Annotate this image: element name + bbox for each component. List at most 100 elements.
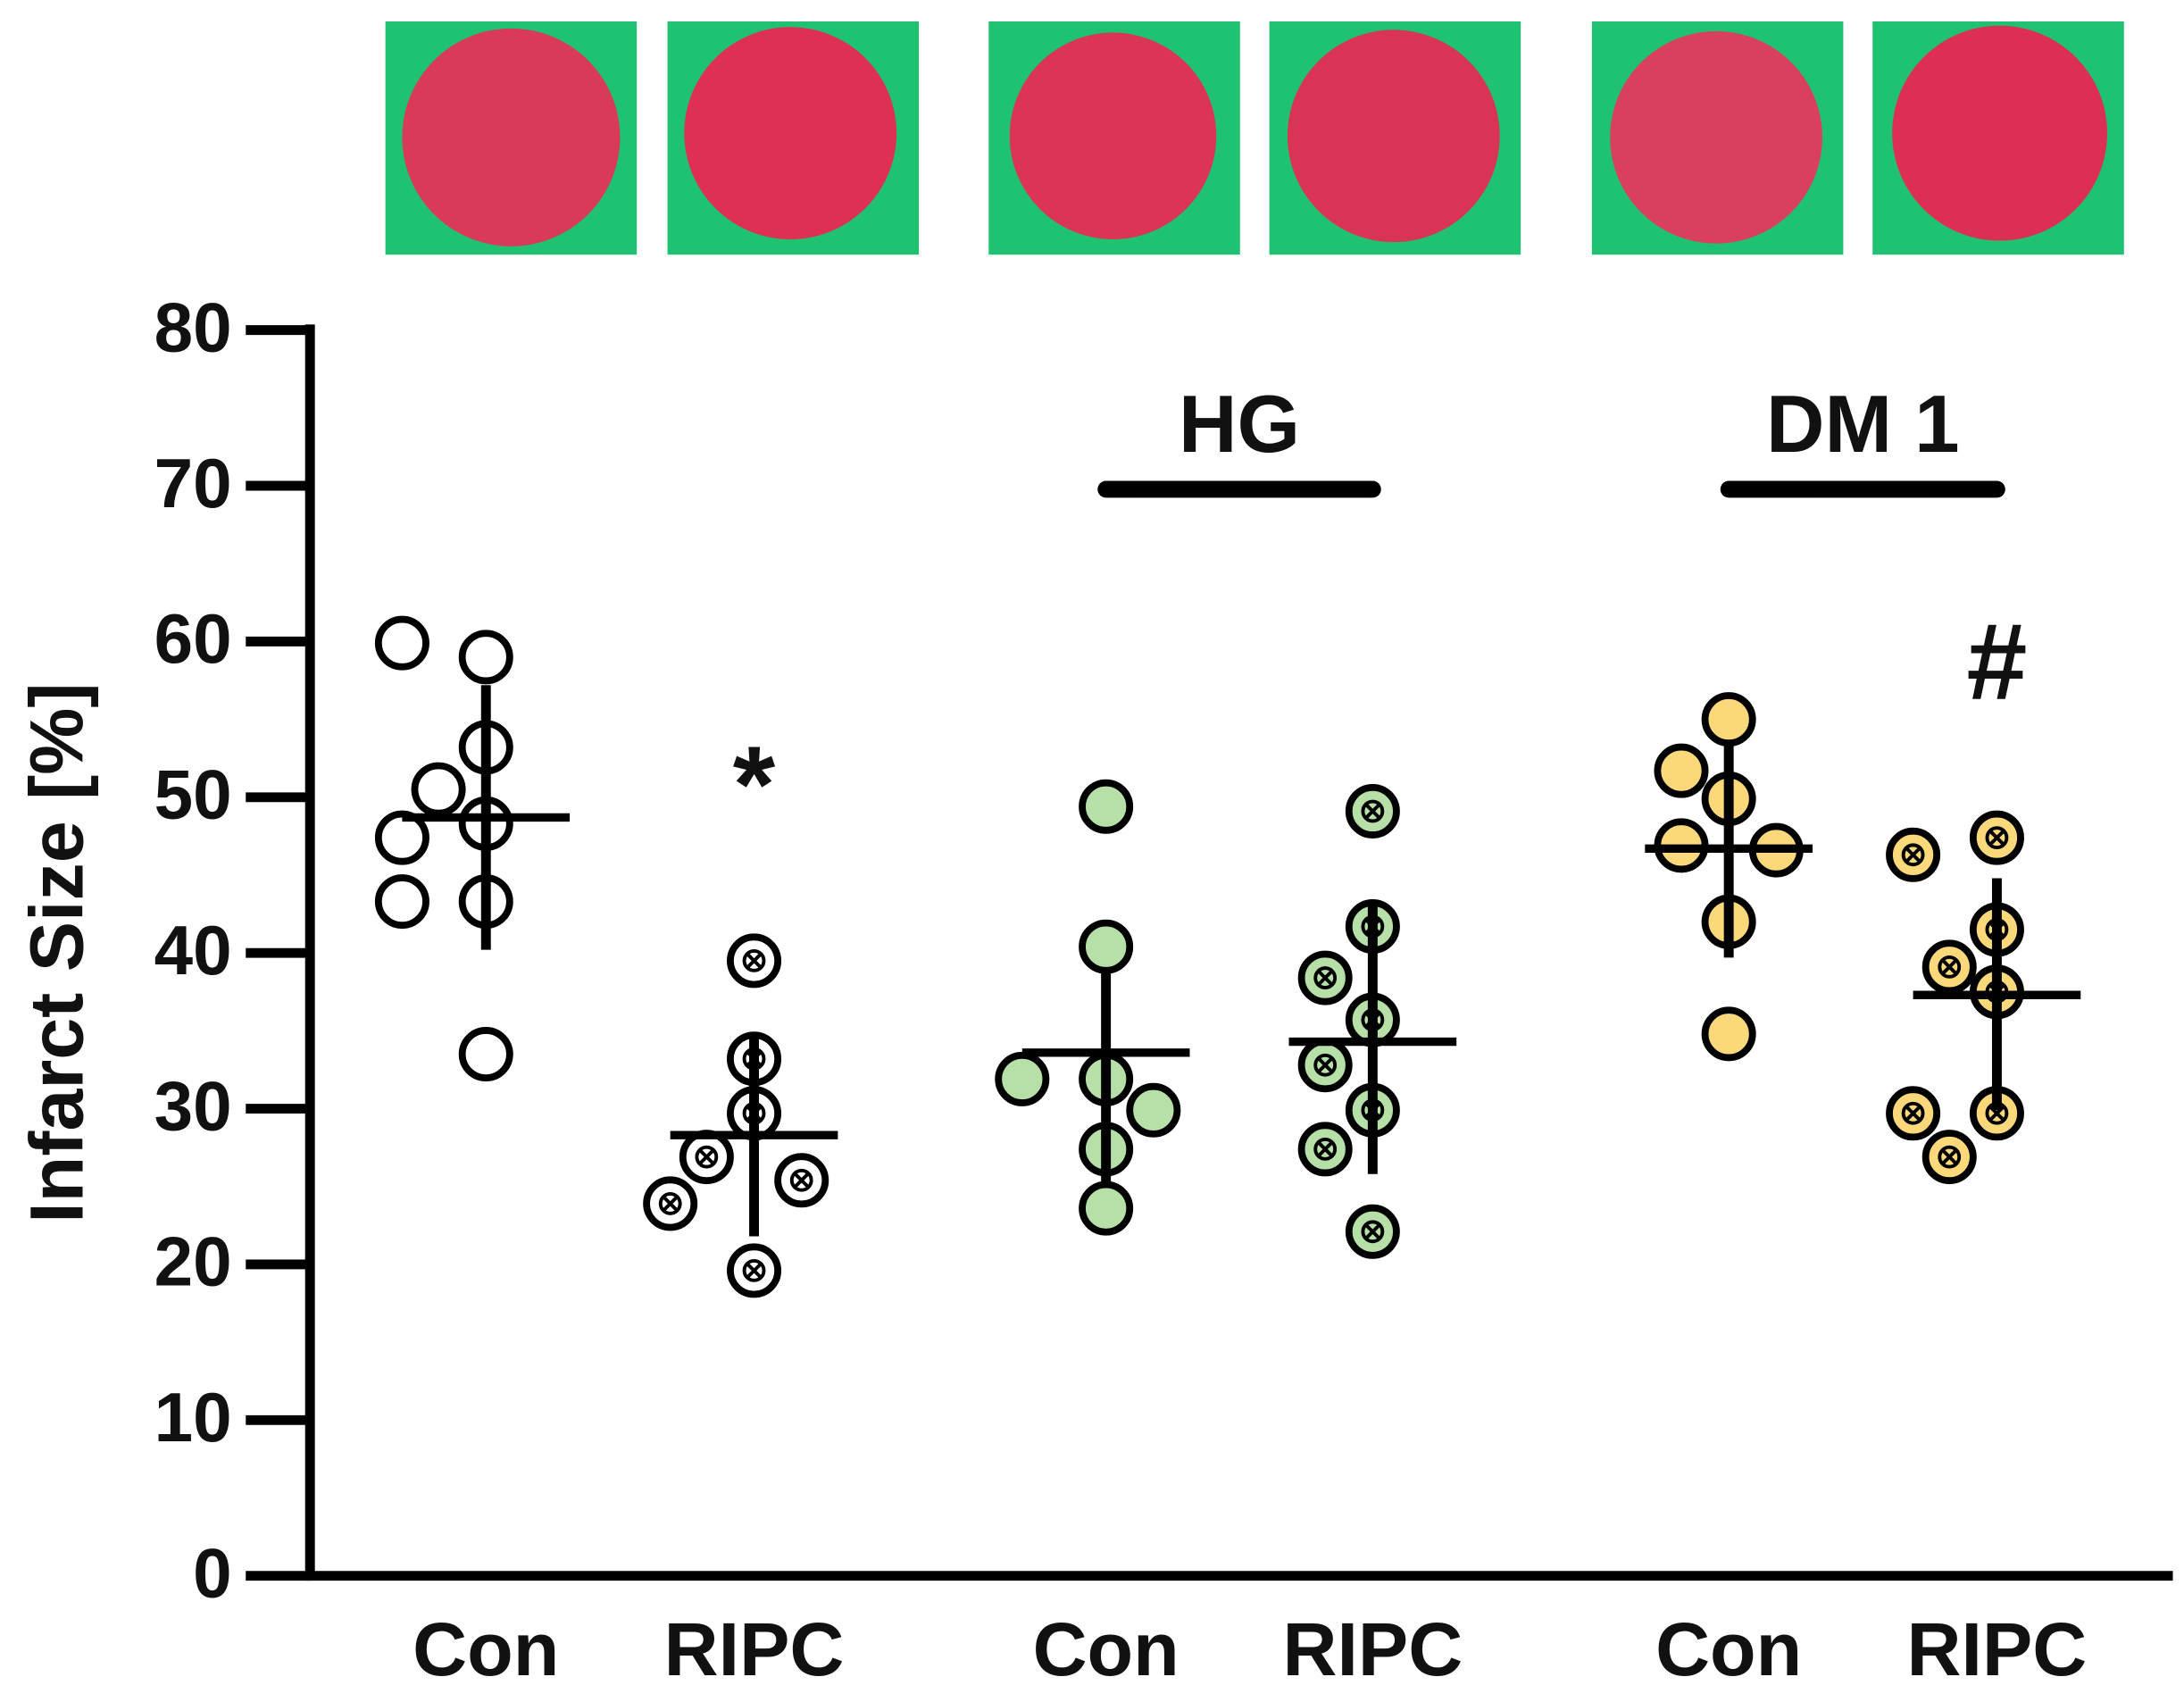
y-tick-label: 60 xyxy=(154,599,232,678)
point-cross xyxy=(1316,969,1334,987)
point-cross-ring xyxy=(1361,799,1385,823)
slice xyxy=(1009,32,1217,239)
point-cross xyxy=(662,1195,679,1213)
group-label: DM 1 xyxy=(1766,380,1960,470)
data-point xyxy=(727,1243,782,1298)
point-cross-ring xyxy=(1901,843,1925,867)
point-circle xyxy=(458,1027,513,1082)
slice xyxy=(684,27,897,239)
data-point xyxy=(1297,1122,1353,1177)
point-cross-ring xyxy=(1313,966,1338,989)
point-cross xyxy=(1364,803,1381,820)
data-point xyxy=(1654,743,1709,798)
data-point xyxy=(1297,1038,1353,1093)
data-point xyxy=(1079,779,1134,834)
point-cross xyxy=(1941,958,1958,976)
data-point xyxy=(1701,692,1756,747)
point-circle xyxy=(1079,1181,1134,1236)
data-point xyxy=(1921,939,1977,995)
data-point xyxy=(458,1027,513,1082)
y-axis-label: Infarct Size [%] xyxy=(15,683,99,1223)
heart-slice-images xyxy=(385,21,2124,255)
x-tick-label: Con xyxy=(413,1607,559,1691)
y-tick-label: 70 xyxy=(154,444,232,522)
data-point xyxy=(727,933,782,989)
point-cross xyxy=(1316,1140,1334,1158)
point-cross-ring xyxy=(742,1258,766,1282)
point-cross-ring xyxy=(1938,1145,1962,1169)
data-point xyxy=(374,874,429,930)
data-point xyxy=(774,1153,829,1208)
point-cross-ring xyxy=(742,948,766,972)
data-point xyxy=(1969,810,2024,865)
x-tick-label: RIPC xyxy=(664,1607,845,1691)
point-cross xyxy=(1316,1056,1334,1073)
point-cross xyxy=(793,1172,810,1189)
data-point xyxy=(1345,1204,1400,1259)
data-point xyxy=(995,1051,1050,1106)
data-point xyxy=(1921,1130,1977,1185)
y-tick-label: 30 xyxy=(154,1066,232,1145)
x-tick-label: Con xyxy=(1033,1607,1180,1691)
slice xyxy=(1892,25,2107,241)
point-circle xyxy=(1079,919,1134,974)
point-circle xyxy=(1701,1006,1756,1062)
data-point xyxy=(1886,827,1941,882)
y-tick-label: 40 xyxy=(154,911,232,989)
point-cross-ring xyxy=(1313,1137,1338,1161)
group-label: HG xyxy=(1179,380,1300,470)
data-point xyxy=(1886,1086,1941,1141)
point-cross xyxy=(746,1262,763,1280)
y-tick-label: 10 xyxy=(154,1378,232,1456)
point-cross-ring xyxy=(658,1192,682,1215)
point-cross xyxy=(698,1148,715,1165)
point-cross xyxy=(746,952,763,970)
point-circle xyxy=(1654,743,1709,798)
point-cross-ring xyxy=(1901,1101,1925,1125)
y-tick-label: 50 xyxy=(154,755,232,834)
point-cross xyxy=(1988,829,2005,847)
point-circle xyxy=(1079,779,1134,834)
point-cross-ring xyxy=(1313,1053,1338,1077)
data-point xyxy=(1345,783,1400,838)
data-point xyxy=(1297,950,1353,1005)
y-tick-label: 20 xyxy=(154,1222,232,1301)
point-circle xyxy=(374,874,429,930)
point-circle xyxy=(458,630,513,685)
point-circle xyxy=(411,762,466,817)
point-cross xyxy=(1364,1223,1381,1240)
point-cross-ring xyxy=(789,1168,813,1192)
annotation: # xyxy=(1967,601,2028,722)
point-cross xyxy=(1905,1105,1921,1122)
point-cross-ring xyxy=(1361,1220,1385,1244)
y-tick-label: 80 xyxy=(154,288,232,366)
point-cross-ring xyxy=(1985,826,2009,850)
x-tick-label: RIPC xyxy=(1907,1607,2088,1691)
slice xyxy=(1610,30,1822,244)
data-point xyxy=(1079,1181,1134,1236)
data-point xyxy=(411,762,466,817)
point-cross-ring xyxy=(695,1145,719,1169)
slice xyxy=(402,28,621,246)
x-tick-label: Con xyxy=(1655,1607,1802,1691)
point-cross-ring xyxy=(1938,955,1962,979)
point-cross xyxy=(1941,1148,1958,1165)
data-point xyxy=(458,630,513,685)
y-tick-label: 0 xyxy=(193,1533,231,1612)
data-point xyxy=(374,615,429,671)
data-point xyxy=(679,1130,734,1185)
point-circle xyxy=(374,615,429,671)
x-tick-label: RIPC xyxy=(1282,1607,1463,1691)
data-point xyxy=(1701,1006,1756,1062)
annotation: * xyxy=(733,723,776,845)
point-circle xyxy=(1126,1082,1181,1138)
data-point xyxy=(1126,1082,1181,1138)
slice xyxy=(1287,29,1500,243)
point-circle xyxy=(995,1051,1050,1106)
point-circle xyxy=(1701,692,1756,747)
point-cross xyxy=(1905,847,1921,864)
data-point xyxy=(1079,919,1134,974)
data-point xyxy=(643,1176,698,1231)
